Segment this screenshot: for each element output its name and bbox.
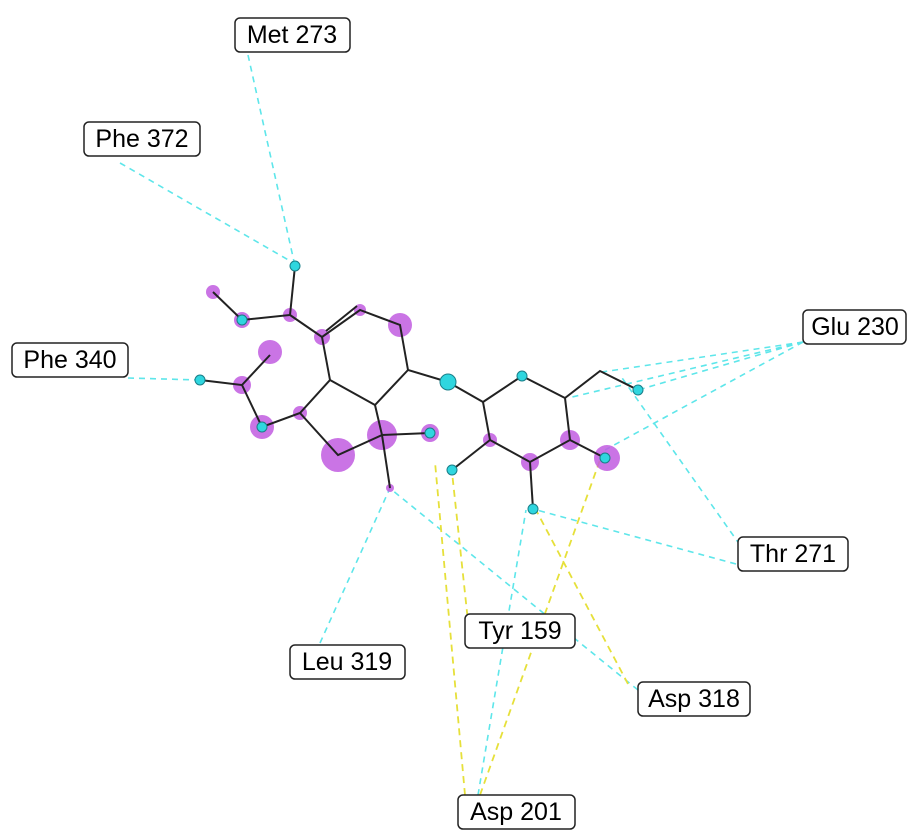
residue-label: Phe 372 (83, 121, 201, 157)
residue-label: Thr 271 (737, 536, 849, 572)
residue-label: Glu 230 (802, 309, 907, 345)
residue-label: Met 273 (234, 17, 351, 53)
residue-label: Phe 340 (11, 342, 129, 378)
interaction-lines (119, 54, 804, 796)
label-text: Phe 340 (23, 346, 116, 374)
residue-label: Tyr 159 (464, 613, 576, 649)
label-text: Tyr 159 (478, 617, 561, 645)
label-text: Met 273 (247, 21, 337, 49)
label-text: Thr 271 (750, 540, 836, 568)
residue-label: Leu 319 (289, 644, 406, 680)
label-text: Phe 372 (95, 125, 188, 153)
label-text: Asp 201 (470, 798, 562, 826)
label-text: Leu 319 (302, 648, 392, 676)
label-text: Asp 318 (648, 685, 740, 713)
atoms (194, 260, 644, 515)
label-text: Glu 230 (811, 313, 899, 341)
residue-label: Asp 318 (637, 681, 751, 717)
residue-label: Asp 201 (457, 794, 576, 830)
blobs (206, 285, 620, 492)
bonds (199, 265, 639, 510)
